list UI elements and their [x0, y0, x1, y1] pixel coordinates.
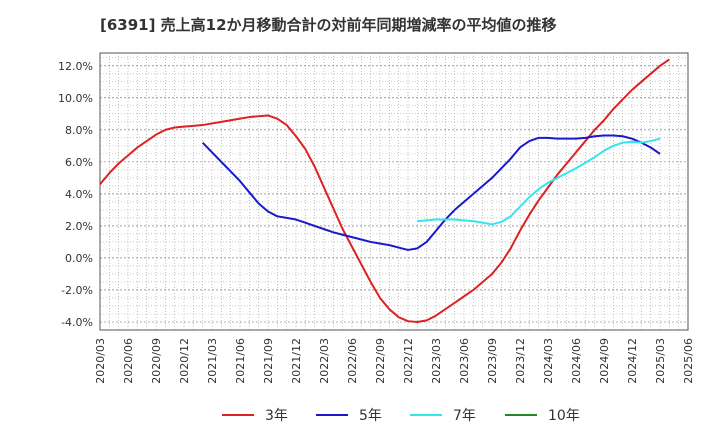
x-tick-label: 2021/12 — [290, 338, 303, 384]
x-tick-label: 2023/06 — [458, 338, 471, 384]
x-tick-label: 2023/09 — [486, 338, 499, 384]
legend-label-0: 3年 — [265, 408, 288, 424]
y-tick-label: 4.0% — [65, 188, 93, 201]
y-axis-ticks: -4.0% -2.0% 0.0% 2.0% 4.0% 6.0% 8.0% 10.0% 12.0% — [58, 60, 93, 329]
series-lines — [99, 58, 670, 323]
legend: 3年 5年 7年 10年 — [222, 408, 580, 424]
y-tick-label: 8.0% — [65, 124, 93, 137]
y-tick-label: -4.0% — [61, 316, 93, 329]
x-tick-label: 2021/03 — [206, 338, 219, 384]
x-tick-label: 2023/12 — [514, 338, 527, 384]
x-tick-label: 2022/12 — [402, 338, 415, 384]
y-tick-label: 6.0% — [65, 156, 93, 169]
x-tick-label: 2024/12 — [626, 338, 639, 384]
y-tick-label: 10.0% — [58, 92, 93, 105]
x-tick-label: 2023/03 — [430, 338, 443, 384]
x-tick-label: 2022/03 — [318, 338, 331, 384]
y-tick-label: -2.0% — [61, 284, 93, 297]
series-line-0 — [99, 58, 670, 323]
x-tick-label: 2025/03 — [654, 338, 667, 384]
x-tick-label: 2021/06 — [234, 338, 247, 384]
series-line-2 — [417, 137, 661, 226]
y-tick-label: 12.0% — [58, 60, 93, 73]
legend-label-3: 10年 — [548, 408, 580, 424]
x-tick-label: 2021/09 — [262, 338, 275, 384]
x-tick-label: 2025/06 — [682, 338, 695, 384]
x-tick-label: 2022/09 — [374, 338, 387, 384]
x-tick-label: 2020/12 — [178, 338, 191, 384]
legend-label-1: 5年 — [359, 408, 382, 424]
x-tick-label: 2020/06 — [122, 338, 135, 384]
series-line-1 — [201, 134, 661, 251]
x-tick-label: 2024/06 — [570, 338, 583, 384]
x-tick-label: 2020/09 — [150, 338, 163, 384]
y-tick-label: 2.0% — [65, 220, 93, 233]
x-tick-label: 2024/03 — [542, 338, 555, 384]
x-tick-label: 2024/09 — [598, 338, 611, 384]
grid — [99, 53, 689, 331]
y-tick-label: 0.0% — [65, 252, 93, 265]
plot-frame — [99, 52, 689, 331]
chart-title: [6391] 売上高12か月移動合計の対前年同期増減率の平均値の推移 — [100, 16, 557, 34]
x-tick-label: 2022/06 — [346, 338, 359, 384]
x-tick-label: 2020/03 — [94, 338, 107, 384]
legend-label-2: 7年 — [453, 408, 476, 424]
x-axis-ticks: 2020/03 2020/06 2020/09 2020/12 2021/03 2021/… — [94, 338, 695, 384]
